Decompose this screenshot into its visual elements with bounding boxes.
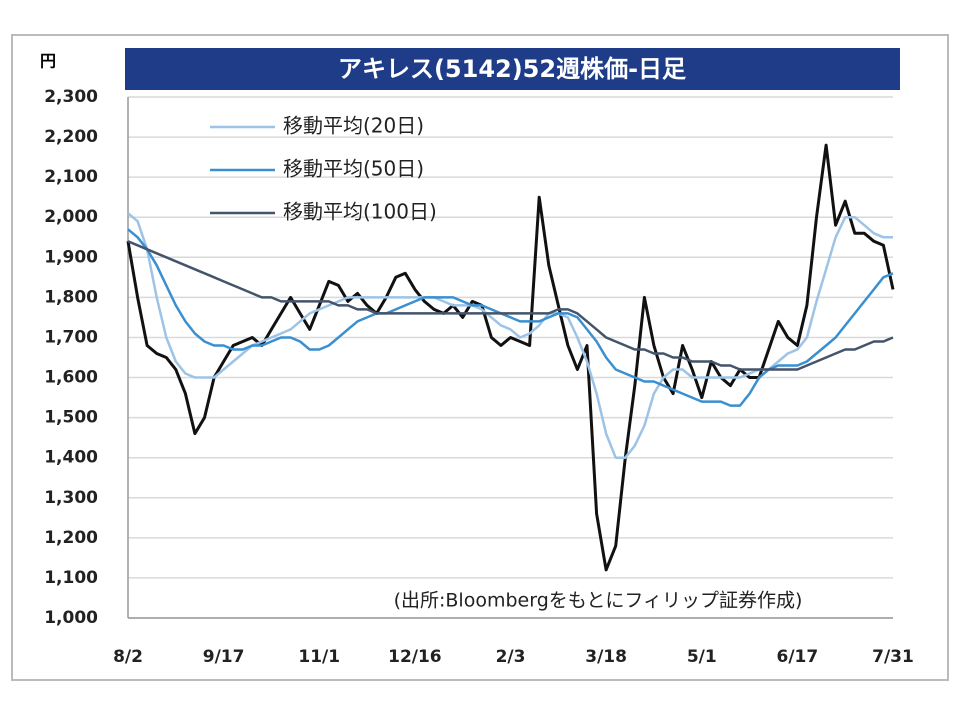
- y-unit: 円: [40, 52, 56, 71]
- x-tick-label: 6/17: [777, 647, 819, 667]
- y-tick-label: 1,600: [44, 368, 98, 388]
- chart-frame: [11, 34, 949, 681]
- x-tick-label: 5/1: [687, 647, 717, 667]
- x-tick-label: 11/1: [298, 647, 340, 667]
- y-tick-label: 1,900: [44, 247, 98, 267]
- y-tick-label: 1,800: [44, 287, 98, 307]
- y-tick-label: 1,500: [44, 408, 98, 428]
- x-tick-label: 9/17: [203, 647, 245, 667]
- y-tick-label: 2,200: [44, 127, 98, 147]
- x-tick-label: 3/18: [585, 647, 627, 667]
- title-banner: [125, 48, 900, 90]
- source-note: (出所:Bloombergをもとにフィリップ証券作成): [394, 590, 803, 612]
- x-tick-label: 2/3: [496, 647, 526, 667]
- moving-average-line: [127, 228, 894, 407]
- chart-title: アキレス(5142)52週株価-日足: [338, 55, 686, 83]
- y-tick-label: 2,300: [44, 87, 98, 107]
- y-tick-label: 1,100: [44, 568, 98, 588]
- y-tick-label: 1,300: [44, 488, 98, 508]
- price-line: [126, 143, 895, 572]
- x-tick-label: 8/2: [113, 647, 143, 667]
- y-tick-label: 1,700: [44, 327, 98, 347]
- x-tick-label: 12/16: [388, 647, 442, 667]
- y-tick-label: 2,100: [44, 167, 98, 187]
- x-tick-label: 7/31: [872, 647, 914, 667]
- y-tick-label: 1,400: [44, 448, 98, 468]
- moving-average-line: [127, 240, 894, 371]
- y-tick-label: 1,000: [44, 608, 98, 628]
- y-tick-label: 1,200: [44, 528, 98, 548]
- legend-label: 移動平均(20日): [283, 114, 424, 138]
- legend-label: 移動平均(50日): [283, 157, 424, 181]
- y-tick-label: 2,000: [44, 207, 98, 227]
- legend-label: 移動平均(100日): [283, 200, 437, 224]
